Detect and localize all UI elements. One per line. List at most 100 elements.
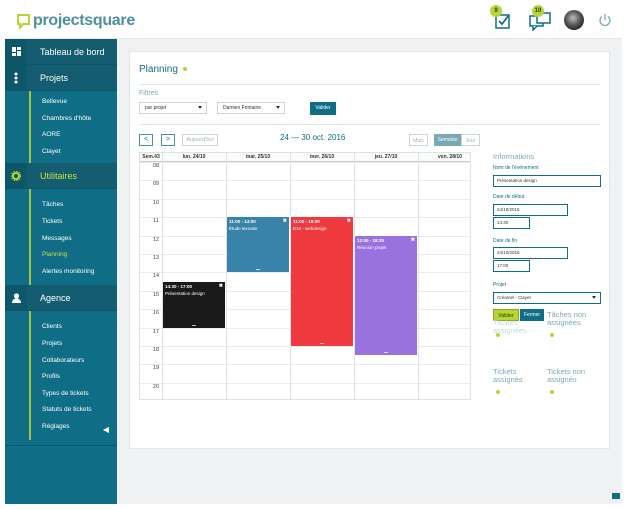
event-title: Réunion projet	[357, 244, 387, 250]
project-filter-select[interactable]: par projet	[139, 102, 207, 114]
sidebar-item-bellevue[interactable]: Bellevue	[42, 98, 67, 105]
sidebar-item-projets[interactable]: Projets	[42, 339, 63, 347]
resize-handle[interactable]	[384, 352, 388, 354]
resize-handle[interactable]	[320, 342, 324, 344]
calendar-event[interactable]: 14:30 - 17:00 Présentation design ✖	[163, 281, 225, 328]
dots-icon	[5, 64, 27, 91]
sidebar-section-utilitaires[interactable]: Utilitaires	[5, 162, 117, 190]
hour-label: 16	[153, 310, 160, 317]
end-time-input[interactable]: 17:00	[493, 260, 530, 272]
project-select[interactable]: Créamel - Clayet	[493, 292, 601, 304]
event-name-label: Nom de l'événement	[493, 165, 539, 171]
end-date-label: Date de fin	[493, 238, 518, 244]
start-time-input[interactable]: 14:30	[493, 217, 530, 229]
date-range: 24 — 30 oct. 2016	[280, 133, 346, 142]
collapse-sidebar-icon[interactable]: ◀	[102, 425, 109, 434]
sidebar-section-label: Projets	[40, 72, 69, 83]
sidebar-item-tickets[interactable]: Tickets	[42, 217, 63, 225]
sidebar-section-agence[interactable]: Agence	[5, 284, 117, 312]
day-column-line	[290, 153, 291, 399]
logo-text: projectsquare	[33, 12, 135, 29]
divider	[139, 124, 600, 125]
sidebar-item-aore[interactable]: AORE	[42, 131, 61, 139]
messages-badge: 10	[532, 5, 544, 17]
user-filter-select[interactable]: Damien Fontaine	[217, 102, 285, 114]
sidebar-item-clients[interactable]: Clients	[42, 323, 62, 331]
sidebar-item-dashboard[interactable]: Tableau de bord	[5, 38, 117, 65]
calendar-event[interactable]: 12:00 - 18:30 Réunion projet ✖	[355, 235, 417, 356]
sidebar-item-alertes[interactable]: Alertes monitoring	[42, 267, 95, 275]
close-icon[interactable]: ✖	[346, 218, 351, 225]
sidebar-item-messages[interactable]: Messages	[42, 234, 72, 242]
hour-label: 15	[153, 291, 160, 298]
event-title: E18 - webdesign	[293, 226, 327, 232]
assigned-tasks-title: Tâches assignées	[493, 318, 527, 335]
sidebar-section-label: Tableau de bord	[40, 46, 105, 57]
top-icons: 9 10	[490, 5, 612, 32]
calendar-event[interactable]: 11:00 - 18:00 E18 - webdesign ✖	[291, 217, 353, 346]
next-week-button[interactable]: >	[161, 134, 175, 146]
day-header: lun. 24/10	[182, 154, 206, 160]
logo-icon	[17, 13, 30, 29]
sidebar-item-reglages[interactable]: Réglages	[42, 422, 70, 430]
chevron-down-icon	[592, 296, 596, 299]
mail-icon[interactable]	[612, 493, 620, 499]
close-icon[interactable]: ✖	[282, 218, 287, 225]
start-date-input[interactable]: 24/10/2016	[493, 204, 568, 216]
calendar-event[interactable]: 11:00 - 14:00 Étude lexicale ✖	[227, 217, 289, 273]
page-title: Planning	[139, 64, 187, 75]
tasks-badge: 9	[490, 5, 502, 17]
close-icon[interactable]: ✖	[410, 236, 415, 243]
filter-submit-button[interactable]: Valider	[310, 102, 336, 115]
today-button[interactable]: Aujourd'hui	[182, 134, 218, 146]
logo[interactable]: projectsquare	[17, 12, 135, 30]
sidebar-item-planning[interactable]: Planning	[42, 251, 68, 259]
page-title-text: Planning	[139, 64, 178, 75]
user-avatar[interactable]	[564, 10, 584, 30]
hour-label: 12	[153, 236, 160, 243]
view-month-button[interactable]: Mois	[409, 134, 428, 146]
prev-week-button[interactable]: <	[139, 134, 153, 146]
view-day-button[interactable]: Jour	[461, 134, 480, 146]
hour-label: 14	[153, 273, 160, 280]
title-dot	[182, 67, 187, 72]
view-week-button[interactable]: Semaine	[434, 134, 461, 146]
sidebar-item-chambres[interactable]: Chambres d'hôte	[42, 114, 92, 122]
sidebar-item-collaborateurs[interactable]: Collaborateurs	[42, 356, 85, 364]
resize-handle[interactable]	[256, 269, 260, 271]
messages-button[interactable]: 10	[528, 5, 551, 32]
sidebar-item-profils[interactable]: Profils	[42, 373, 61, 381]
project-label: Projet	[493, 282, 507, 288]
hour-label: 17	[153, 328, 160, 335]
chevron-down-icon	[198, 106, 202, 109]
user-icon	[5, 284, 27, 311]
sidebar-item-statuts-tickets[interactable]: Statuts de tickets	[42, 406, 92, 414]
power-icon[interactable]	[598, 13, 612, 27]
day-column-line	[354, 153, 355, 399]
hour-label: 08	[153, 163, 160, 169]
hour-line	[140, 382, 470, 384]
sidebar-item-types-tickets[interactable]: Types de tickets	[42, 389, 89, 397]
hour-line	[140, 364, 470, 366]
event-submit-button[interactable]: Valider	[493, 309, 519, 321]
event-name-input[interactable]: Présentation design	[493, 175, 601, 187]
gear-icon	[5, 162, 27, 189]
resize-handle[interactable]	[192, 324, 196, 326]
end-date-input[interactable]: 24/10/2016	[493, 247, 568, 259]
tasks-icon	[495, 14, 510, 29]
unassigned-tickets-indicator	[550, 390, 554, 394]
tasks-button[interactable]: 9	[490, 5, 514, 31]
utilities-list: Tâches Tickets Messages Planning Alertes…	[29, 189, 117, 286]
filters-label: Filtres	[139, 90, 159, 97]
sidebar-section-projets[interactable]: Projets	[5, 64, 117, 91]
sidebar: Tableau de bord Projets Bellevue Chambre…	[5, 38, 117, 504]
sidebar-item-taches[interactable]: Tâches	[42, 201, 64, 209]
close-icon[interactable]: ✖	[218, 282, 223, 289]
sidebar-item-clayet[interactable]: Clayet	[42, 147, 61, 155]
event-close-button[interactable]: Fermer	[520, 309, 544, 321]
event-title: Étude lexicale	[229, 226, 258, 232]
event-title: Présentation design	[165, 290, 205, 296]
hour-line	[140, 180, 470, 182]
hour-line	[140, 346, 470, 347]
